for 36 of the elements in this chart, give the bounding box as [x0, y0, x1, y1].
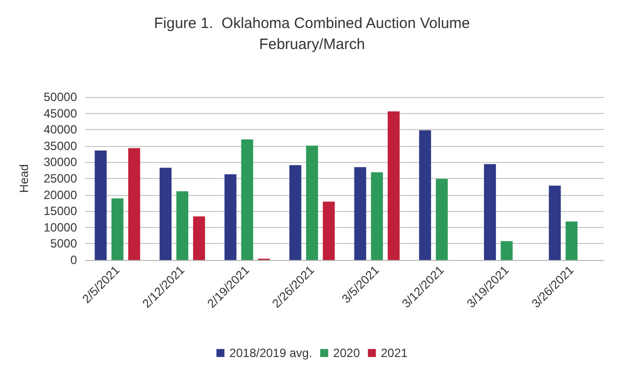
- bar: [370, 172, 383, 260]
- bar: [419, 130, 432, 260]
- bar: [484, 164, 496, 260]
- bar: [566, 222, 578, 260]
- y-tick-label: 20000: [44, 188, 78, 202]
- bar: [548, 186, 561, 260]
- bar: [436, 178, 448, 260]
- y-tick-label: 5000: [50, 236, 78, 251]
- bar: [176, 191, 188, 260]
- bar: [322, 202, 335, 260]
- bar: [500, 241, 513, 260]
- y-tick-label: 15000: [44, 204, 78, 218]
- bar: [128, 148, 140, 260]
- y-tick-label: 25000: [44, 172, 78, 186]
- y-tick-label: 35000: [44, 138, 78, 153]
- y-tick-label: 45000: [44, 106, 78, 120]
- bar: [241, 139, 254, 260]
- chart-title: Figure 1. Oklahoma Combined Auction Volume February/March: [154, 15, 470, 53]
- y-axis-title: Head: [17, 164, 31, 193]
- bar: [193, 216, 206, 260]
- bar: [354, 167, 366, 260]
- bar: [111, 198, 124, 260]
- bar: [160, 168, 172, 260]
- legend-label: 2020: [333, 346, 360, 360]
- bar: [388, 111, 400, 260]
- y-tick-label: 0: [70, 253, 78, 267]
- legend-label: 2018/2019 avg.: [229, 346, 312, 360]
- y-tick-label: 50000: [44, 90, 78, 104]
- y-tick-label: 10000: [44, 220, 78, 234]
- legend-label: 2021: [380, 346, 408, 360]
- bar: [289, 165, 302, 260]
- bar: [224, 174, 236, 260]
- bar: [94, 150, 107, 260]
- bar: [306, 146, 318, 260]
- y-tick-label: 30000: [44, 155, 78, 170]
- y-tick-label: 40000: [44, 122, 78, 137]
